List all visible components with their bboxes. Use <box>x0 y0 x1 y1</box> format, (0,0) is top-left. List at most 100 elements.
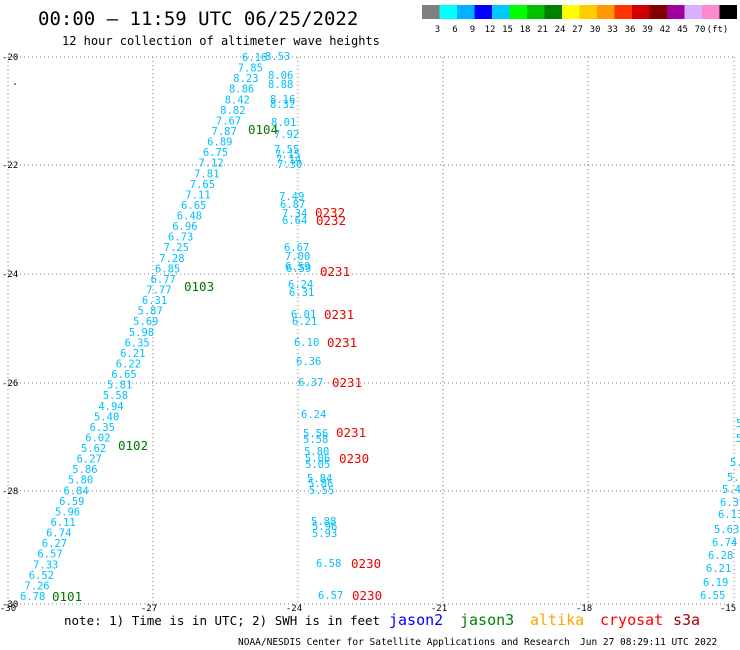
wave-height-value: 5.63 <box>714 524 739 536</box>
legend-label: 45 <box>677 25 688 35</box>
x-tick-label: -24 <box>286 604 302 614</box>
legend-swatch <box>562 5 580 19</box>
pass-label-cryosat: 0230 <box>351 556 381 571</box>
legend-swatch <box>544 5 562 19</box>
wave-height-value: 7.67 <box>216 115 241 127</box>
wave-height-value: 5.58 <box>103 390 128 402</box>
wave-height-value: 6.10 <box>294 337 319 349</box>
wave-height-value: 7.85 <box>238 63 263 75</box>
wave-height-value: 6.78 <box>20 591 45 603</box>
wave-height-value: 7.77 <box>146 285 171 297</box>
legend-swatch <box>667 5 685 19</box>
y-tick-label: -28 <box>2 487 18 497</box>
wave-height-value: 6.27 <box>77 454 102 466</box>
wave-height-value: 6.77 <box>151 274 176 286</box>
wave-height-value: 4.94 <box>98 401 123 413</box>
wave-height-value: 6.21 <box>292 316 317 328</box>
wave-height-value: 6.65 <box>181 200 206 212</box>
wave-height-value: 7.49 <box>279 191 304 203</box>
wave-height-value: 8.32 <box>270 99 295 111</box>
wave-height-value: 5.56 <box>303 428 328 440</box>
satellite-legend: jason2 jason3 altika cryosat s3a <box>389 611 700 629</box>
wave-height-value: 7.28 <box>159 253 184 265</box>
wave-height-value: 8.16 <box>270 94 295 106</box>
wave-height-value: 5.81 <box>107 380 132 392</box>
legend-swatch <box>527 5 545 19</box>
satellite-name-jason3: jason3 <box>460 611 514 629</box>
wave-height-value: 5.1 <box>730 457 740 469</box>
wave-height-value: 6.74 <box>712 537 737 549</box>
wave-height-value: 8.82 <box>220 105 245 117</box>
wave-height-value: 8.42 <box>225 94 250 106</box>
legend-label: 3 <box>435 25 440 35</box>
footer-credit: NOAA/NESDIS Center for Satellite Applica… <box>238 637 570 648</box>
wave-height-value: 5.86 <box>72 464 97 476</box>
y-tick-label: -26 <box>2 379 18 389</box>
wave-height-value: 5.05 <box>305 459 330 471</box>
wave-height-value: 5.8 <box>736 433 740 445</box>
wave-height-value: 6.36 <box>296 356 321 368</box>
wave-height-value: 6.67 <box>284 242 309 254</box>
wave-height-value: 6.27 <box>42 538 67 550</box>
wave-height-value: 7.15 <box>275 149 300 161</box>
wave-height-value: 5.93 <box>312 528 337 540</box>
legend-label: 9 <box>470 25 475 35</box>
pass-label-cryosat: 0231 <box>336 425 366 440</box>
wave-height-value: 6.19 <box>703 577 728 589</box>
wave-height-value: 6.96 <box>172 221 197 233</box>
page-subtitle: 12 hour collection of altimeter wave hei… <box>62 34 380 48</box>
wave-height-value: 6.75 <box>203 147 228 159</box>
pass-label-jason3: 0104 <box>248 122 278 137</box>
wave-height-value: 6.22 <box>116 358 141 370</box>
wave-height-value: 7.25 <box>164 242 189 254</box>
wave-height-value: 5.84 <box>307 473 332 485</box>
axis-ticks: -20 -22 -24 -26 -28 -30-30 -27 -24 -21 -18 -15 <box>0 53 736 614</box>
legend-label: 42 <box>660 25 671 35</box>
pass-label-jason3: 0102 <box>118 438 148 453</box>
wave-height-value: 7.81 <box>194 168 219 180</box>
legend-label: 21 <box>537 25 548 35</box>
legend-label: 39 <box>642 25 653 35</box>
wave-height-value: 7.55 <box>274 144 299 156</box>
wave-height-value: 6.64 <box>282 215 307 227</box>
wave-height-value: 6.21 <box>120 348 145 360</box>
legend-label: 18 <box>520 25 531 35</box>
wave-height-value: 6.31 <box>289 287 314 299</box>
wave-height-value: 8.88 <box>268 79 293 91</box>
wave-height-value: 6.21 <box>706 563 731 575</box>
legend-label: 27 <box>572 25 583 35</box>
wave-height-value: 6.59 <box>285 261 310 273</box>
wave-height-value: 7.65 <box>190 179 215 191</box>
footer-timestamp: Jun 27 08:29:11 UTC 2022 <box>580 637 717 648</box>
wave-height-value: 6.48 <box>177 211 202 223</box>
wave-height-value: 7.92 <box>274 129 299 141</box>
wave-height-value: 6.74 <box>46 528 71 540</box>
legend-swatch <box>597 5 615 19</box>
wave-height-value: 7.33 <box>33 559 58 571</box>
x-tick-label: -27 <box>141 604 157 614</box>
wave-height-value: 6.52 <box>29 570 54 582</box>
legend-label: 33 <box>607 25 618 35</box>
y-tick-label: -22 <box>2 161 18 171</box>
legend-swatch <box>439 5 457 19</box>
legend-swatch <box>492 5 510 19</box>
legend-swatch <box>702 5 720 19</box>
wave-height-value: 6.01 <box>291 309 316 321</box>
wave-height-value: 7.14 <box>276 154 301 166</box>
pass-label-cryosat: 0231 <box>332 375 362 390</box>
wave-height-value: 7.87 <box>212 126 237 138</box>
legend-swatch <box>632 5 650 19</box>
wave-height-value: 7.34 <box>282 208 307 220</box>
x-tick-label: -15 <box>720 604 736 614</box>
wave-height-value: 6.16 <box>242 52 267 64</box>
pass-label-cryosat: 0230 <box>339 451 369 466</box>
pass-label-jason3: 0103 <box>184 279 214 294</box>
pass-label-cryosat: 0230 <box>352 588 382 603</box>
wave-height-value: 6.31 <box>142 295 167 307</box>
legend-swatch <box>457 5 475 19</box>
wave-height-value: 5.8 <box>736 418 740 430</box>
wave-height-value: 6.24 <box>288 279 313 291</box>
y-tick-label: -24 <box>2 270 18 280</box>
wave-height-value: 6.89 <box>207 137 232 149</box>
